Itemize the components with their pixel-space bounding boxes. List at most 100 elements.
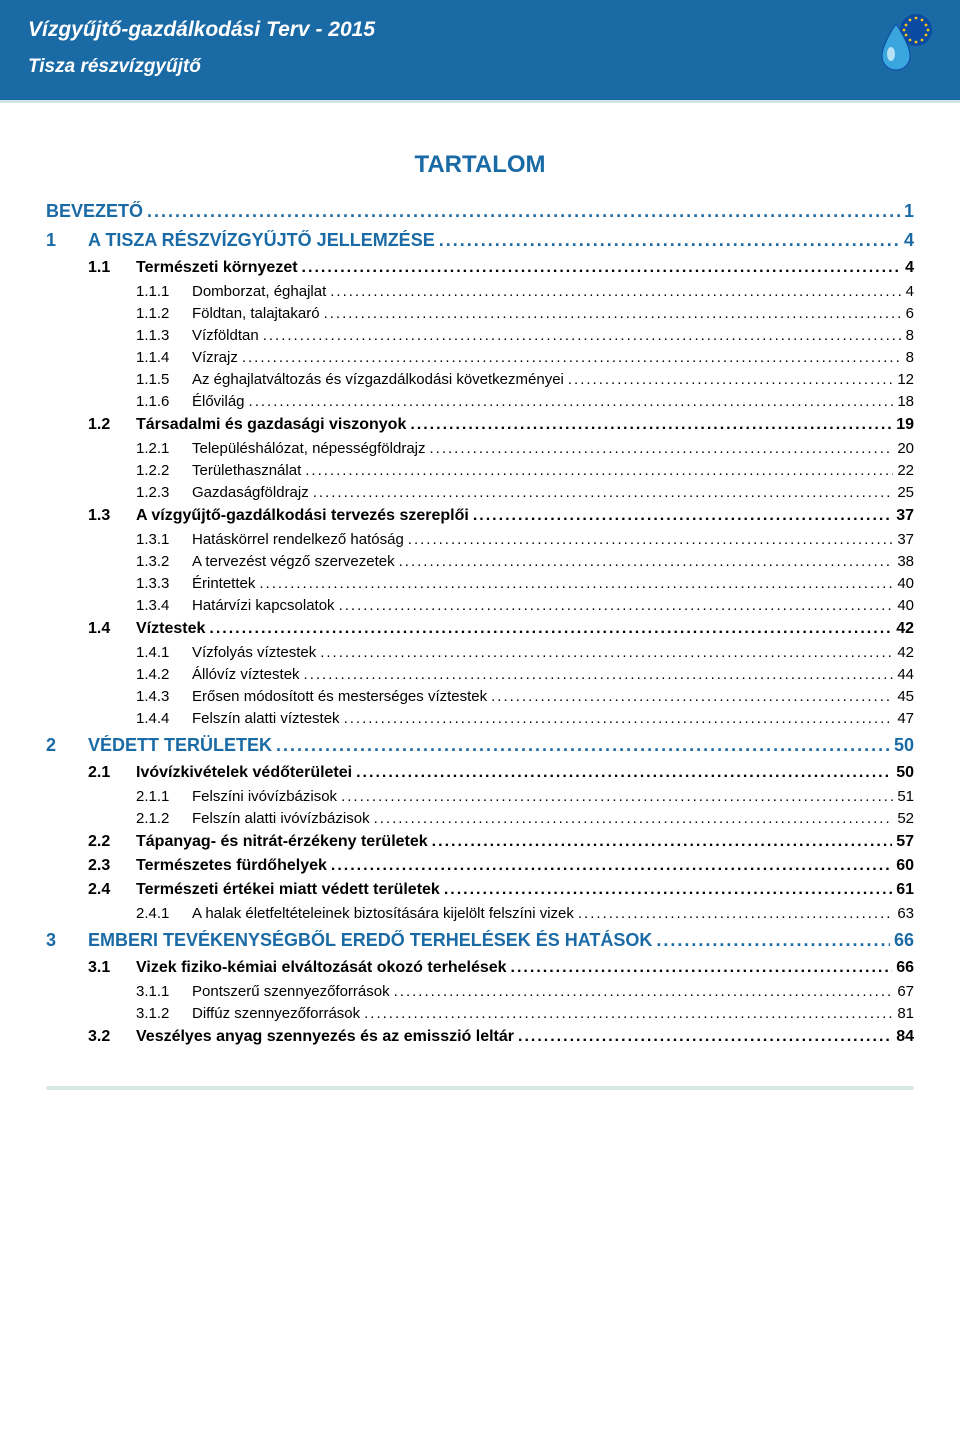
toc-entry[interactable]: 1.1.5Az éghajlatváltozás és vízgazdálkod…	[136, 371, 914, 388]
toc-entry[interactable]: 1.4.2Állóvíz víztestek..................…	[136, 666, 914, 683]
toc-entry-number: 3.1.1	[136, 983, 192, 1000]
toc-entry-number: 1.1.2	[136, 305, 192, 322]
water-drop-eu-logo-icon	[874, 12, 934, 72]
toc-leader-dots: ........................................…	[432, 833, 893, 851]
toc-entry-page: 4	[900, 230, 914, 251]
toc-leader-dots: ........................................…	[242, 349, 902, 366]
toc-entry[interactable]: BEVEZETŐ................................…	[46, 201, 914, 222]
toc-entry[interactable]: 2.1Ivóvízkivételek védőterületei........…	[88, 764, 914, 782]
doc-title: Vízgyűjtő-gazdálkodási Terv - 2015	[28, 18, 932, 42]
toc-entry[interactable]: 2.4Természeti értékei miatt védett terül…	[88, 881, 914, 899]
toc-leader-dots: ........................................…	[259, 575, 893, 592]
toc-leader-dots: ........................................…	[209, 620, 892, 638]
toc-leader-dots: ........................................…	[511, 959, 893, 977]
toc-entry[interactable]: 1.4.4Felszín alatti víztestek...........…	[136, 710, 914, 727]
toc-entry[interactable]: 1A TISZA RÉSZVÍZGYŰJTŐ JELLEMZÉSE.......…	[46, 230, 914, 251]
toc-entry-number: 1.4	[88, 620, 136, 638]
toc-entry-number: 1.1.1	[136, 283, 192, 300]
toc-entry-number: 1.1.5	[136, 371, 192, 388]
toc-entry[interactable]: 1.1Természeti környezet.................…	[88, 259, 914, 277]
table-of-contents: BEVEZETŐ................................…	[46, 201, 914, 1046]
toc-entry-number: 2.4	[88, 881, 136, 899]
toc-leader-dots: ........................................…	[330, 283, 901, 300]
toc-entry[interactable]: 1.2Társadalmi és gazdasági viszonyok....…	[88, 416, 914, 434]
toc-entry-label: Víztestek	[136, 620, 209, 638]
toc-leader-dots: ........................................…	[263, 327, 902, 344]
toc-entry[interactable]: 3.1Vizek fiziko-kémiai elváltozását okoz…	[88, 959, 914, 977]
toc-leader-dots: ........................................…	[305, 462, 893, 479]
toc-entry-label: A tervezést végző szervezetek	[192, 553, 399, 570]
toc-entry-page: 1	[900, 201, 914, 222]
toc-entry[interactable]: 1.2.1Településhálózat, népességföldrajz.…	[136, 440, 914, 457]
toc-entry-page: 50	[892, 764, 914, 782]
toc-entry-number: 3.2	[88, 1028, 136, 1046]
toc-entry[interactable]: 1.1.6Élővilág...........................…	[136, 393, 914, 410]
toc-leader-dots: ........................................…	[399, 553, 894, 570]
toc-entry[interactable]: 1.3.4Határvízi kapcsolatok..............…	[136, 597, 914, 614]
toc-entry-number: 1.4.3	[136, 688, 192, 705]
toc-entry-page: 22	[893, 462, 914, 479]
toc-entry[interactable]: 1.2.3Gazdaságföldrajz...................…	[136, 484, 914, 501]
toc-entry[interactable]: 1.4.3Erősen módosított és mesterséges ví…	[136, 688, 914, 705]
toc-entry-number: 3.1.2	[136, 1005, 192, 1022]
toc-leader-dots: ........................................…	[491, 688, 893, 705]
toc-entry[interactable]: 1.3A vízgyűjtő-gazdálkodási tervezés sze…	[88, 507, 914, 525]
toc-entry-label: Földtan, talajtakaró	[192, 305, 324, 322]
toc-entry-label: Felszíni ivóvízbázisok	[192, 788, 341, 805]
toc-leader-dots: ........................................…	[339, 597, 894, 614]
toc-entry[interactable]: 1.1.1Domborzat, éghajlat................…	[136, 283, 914, 300]
toc-entry-label: Vízfolyás víztestek	[192, 644, 320, 661]
toc-entry[interactable]: 2.4.1A halak életfeltételeinek biztosítá…	[136, 905, 914, 922]
toc-entry[interactable]: 3.1.2Diffúz szennyezőforrások...........…	[136, 1005, 914, 1022]
toc-entry-number: 1.2	[88, 416, 136, 434]
toc-entry-number: 1.2.2	[136, 462, 192, 479]
toc-leader-dots: ........................................…	[394, 983, 894, 1000]
toc-entry[interactable]: 1.1.2Földtan, talajtakaró...............…	[136, 305, 914, 322]
toc-entry-label: Határvízi kapcsolatok	[192, 597, 339, 614]
toc-leader-dots: ........................................…	[364, 1005, 893, 1022]
toc-entry[interactable]: 1.1.3Vízföldtan.........................…	[136, 327, 914, 344]
doc-subtitle: Tisza részvízgyűjtő	[28, 56, 932, 78]
toc-leader-dots: ........................................…	[568, 371, 893, 388]
toc-entry-page: 38	[893, 553, 914, 570]
toc-entry[interactable]: 1.3.2A tervezést végző szervezetek......…	[136, 553, 914, 570]
toc-entry[interactable]: 2VÉDETT TERÜLETEK.......................…	[46, 735, 914, 756]
toc-entry-page: 57	[892, 833, 914, 851]
toc-leader-dots: ........................................…	[320, 644, 893, 661]
toc-entry-page: 4	[902, 283, 914, 300]
toc-entry-label: Diffúz szennyezőforrások	[192, 1005, 364, 1022]
toc-entry[interactable]: 1.1.4Vízrajz............................…	[136, 349, 914, 366]
toc-entry-number: 2.1.2	[136, 810, 192, 827]
toc-entry-page: 8	[902, 349, 914, 366]
toc-leader-dots: ........................................…	[410, 416, 892, 434]
toc-entry[interactable]: 2.1.2Felszín alatti ivóvízbázisok.......…	[136, 810, 914, 827]
toc-leader-dots: ........................................…	[518, 1028, 892, 1046]
toc-entry-label: Vízföldtan	[192, 327, 263, 344]
toc-entry-label: Természetes fürdőhelyek	[136, 857, 331, 875]
toc-entry-number: 1.4.4	[136, 710, 192, 727]
toc-entry-page: 61	[892, 881, 914, 899]
toc-entry[interactable]: 2.3Természetes fürdőhelyek..............…	[88, 857, 914, 875]
toc-entry-page: 37	[892, 507, 914, 525]
toc-entry[interactable]: 3EMBERI TEVÉKENYSÉGBŐL EREDŐ TERHELÉSEK …	[46, 930, 914, 951]
toc-entry[interactable]: 1.2.2Területhasználat...................…	[136, 462, 914, 479]
toc-entry[interactable]: 1.3.1Hatáskörrel rendelkező hatóság.....…	[136, 531, 914, 548]
toc-entry-label: VÉDETT TERÜLETEK	[88, 735, 276, 756]
toc-entry-number: 2	[46, 735, 88, 756]
toc-entry[interactable]: 2.2Tápanyag- és nitrát-érzékeny területe…	[88, 833, 914, 851]
toc-entry-number: 2.3	[88, 857, 136, 875]
toc-entry[interactable]: 1.3.3Érintettek.........................…	[136, 575, 914, 592]
toc-entry[interactable]: 1.4.1Vízfolyás víztestek................…	[136, 644, 914, 661]
toc-entry-number: 1.2.1	[136, 440, 192, 457]
toc-entry-page: 66	[890, 930, 914, 951]
toc-entry-number: 1	[46, 230, 88, 251]
toc-leader-dots: ........................................…	[430, 440, 894, 457]
toc-entry-page: 51	[893, 788, 914, 805]
toc-entry-number: 1.3.1	[136, 531, 192, 548]
toc-entry[interactable]: 2.1.1Felszíni ivóvízbázisok.............…	[136, 788, 914, 805]
toc-entry[interactable]: 1.4Víztestek............................…	[88, 620, 914, 638]
toc-entry-page: 6	[902, 305, 914, 322]
toc-entry[interactable]: 3.1.1Pontszerű szennyezőforrások........…	[136, 983, 914, 1000]
toc-entry-page: 40	[893, 575, 914, 592]
toc-entry[interactable]: 3.2Veszélyes anyag szennyezés és az emis…	[88, 1028, 914, 1046]
